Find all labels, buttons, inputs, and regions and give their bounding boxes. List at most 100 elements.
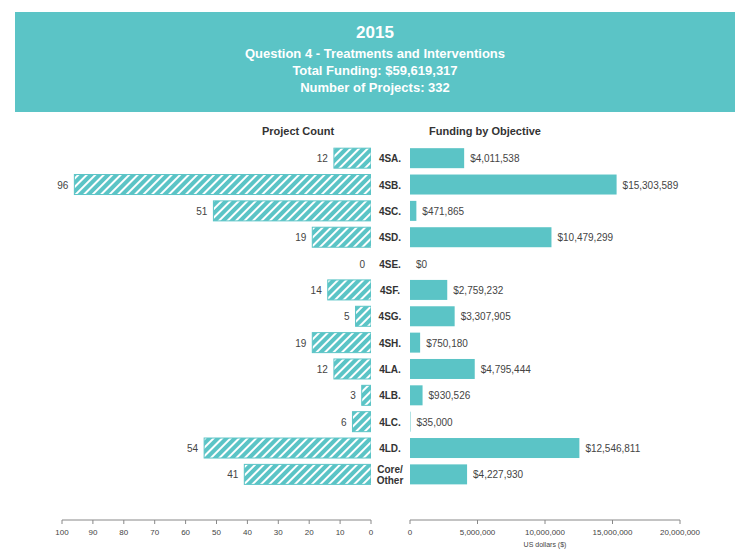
tick-mark [92, 520, 93, 524]
header-line: Total Funding: $59,619,317 [292, 63, 457, 78]
bar [410, 464, 467, 484]
tick-mark [545, 520, 546, 524]
bar [410, 359, 475, 379]
bar [362, 385, 371, 405]
axis-label: US dollars ($) [524, 541, 567, 549]
tick-label: 20,000,000 [660, 528, 701, 537]
data-label: 51 [196, 206, 208, 217]
category-label-line: 4LB. [379, 390, 401, 401]
bar [410, 333, 420, 353]
category-label: 4SF. [380, 285, 400, 296]
tick-mark [247, 520, 248, 524]
tick-label: 10 [336, 528, 345, 537]
category-label: 4SB. [379, 180, 401, 191]
data-label: $471,865 [422, 206, 464, 217]
category-label: 4LA. [379, 364, 401, 375]
category-label: 4SG. [379, 311, 402, 322]
bar [410, 148, 464, 168]
category-label: 4SA. [379, 153, 401, 164]
data-label: 12 [317, 153, 329, 164]
bar [352, 412, 371, 432]
data-label: $930,526 [429, 390, 471, 401]
data-label: 19 [295, 232, 307, 243]
bar [410, 385, 423, 405]
category-label: Core/Other [377, 464, 404, 486]
data-label: $4,795,444 [481, 364, 531, 375]
bar [410, 227, 551, 247]
bar [328, 280, 371, 300]
category-label-line: 4SF. [380, 285, 400, 296]
bar [410, 412, 411, 432]
category-label-line: 4SC. [379, 206, 401, 217]
category-label-line: 4SE. [379, 259, 401, 270]
tick-label: 80 [119, 528, 128, 537]
category-label-line: 4SD. [379, 232, 401, 243]
tick-mark [680, 520, 681, 524]
tick-label: 50 [212, 528, 221, 537]
data-label: $750,180 [426, 338, 468, 349]
data-label: 96 [57, 180, 69, 191]
bar [410, 254, 411, 274]
bar [410, 438, 579, 458]
panel-title: Funding by Objective [429, 125, 541, 137]
data-label: 3 [350, 390, 356, 401]
data-label: $10,479,299 [557, 232, 613, 243]
tick-label: 20 [305, 528, 314, 537]
bar [410, 201, 416, 221]
data-label: 19 [295, 338, 307, 349]
header-line: Number of Projects: 332 [300, 80, 450, 95]
bar [204, 438, 371, 458]
data-label: $3,307,905 [461, 311, 511, 322]
category-label-line: 4SA. [379, 153, 401, 164]
category-label-line: Core/ [377, 464, 403, 475]
bar [312, 333, 371, 353]
tick-mark [477, 520, 478, 524]
category-label: 4SH. [379, 338, 401, 349]
data-label: 5 [344, 311, 350, 322]
category-label-line: 4SH. [379, 338, 401, 349]
data-label: 6 [341, 417, 347, 428]
tick-mark [62, 520, 63, 524]
bar [244, 464, 371, 484]
tick-label: 100 [55, 528, 69, 537]
tick-mark [216, 520, 217, 524]
bar [312, 227, 371, 247]
panel-title: Project Count [262, 125, 334, 137]
bars [410, 148, 617, 484]
data-label: $12,546,811 [585, 443, 640, 454]
tick-label: 15,000,000 [592, 528, 633, 537]
tick-mark [123, 520, 124, 524]
tick-mark [612, 520, 613, 524]
data-label: 14 [311, 285, 323, 296]
data-label: 0 [359, 259, 365, 270]
category-label: 4SE. [379, 259, 401, 270]
header-title: 2015 [356, 23, 394, 42]
tick-mark [410, 520, 411, 524]
tick-label: 90 [88, 528, 97, 537]
category-label-line: 4LD. [379, 443, 401, 454]
category-label: 4LC. [379, 417, 401, 428]
tick-mark [309, 520, 310, 524]
tick-label: 0 [369, 528, 374, 537]
tick-label: 40 [243, 528, 252, 537]
category-label: 4SD. [379, 232, 401, 243]
bar [410, 280, 447, 300]
bars [74, 148, 371, 484]
data-label: $0 [416, 259, 428, 270]
tick-mark [371, 520, 372, 524]
bar [356, 306, 371, 326]
category-label-line: 4SB. [379, 180, 401, 191]
bar [213, 201, 371, 221]
category-label-line: 4LA. [379, 364, 401, 375]
bar [334, 359, 371, 379]
category-label-line: 4LC. [379, 417, 401, 428]
bar [74, 175, 371, 195]
header-line: Question 4 - Treatments and Intervention… [245, 46, 505, 61]
tick-mark [340, 520, 341, 524]
tick-label: 30 [274, 528, 283, 537]
tick-label: 0 [408, 528, 413, 537]
tick-mark [154, 520, 155, 524]
bar [410, 306, 455, 326]
data-label: 12 [317, 364, 329, 375]
tick-mark [185, 520, 186, 524]
